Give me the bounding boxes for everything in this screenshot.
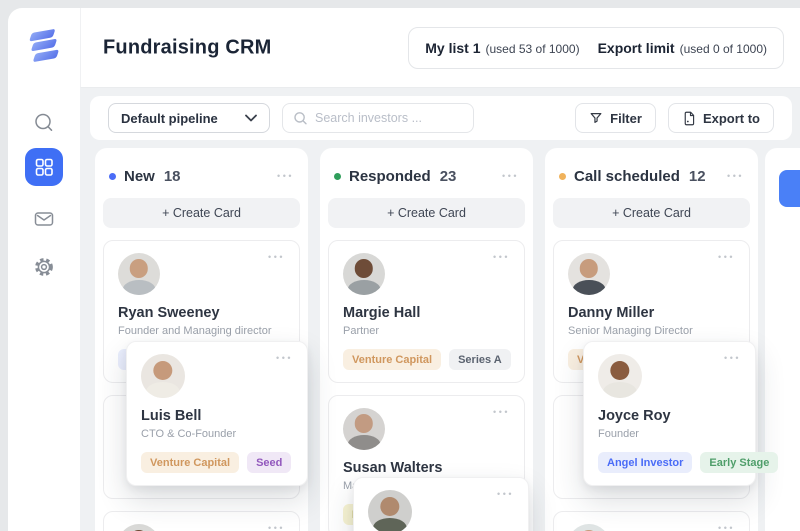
- export-limit-label: Export limit: [597, 39, 675, 56]
- status-dot: [109, 172, 116, 180]
- sidebar-item-mail[interactable]: [25, 200, 63, 238]
- search-box: [282, 103, 474, 133]
- tag: Venture Capital: [343, 349, 442, 370]
- column-label: New: [124, 167, 155, 185]
- card-menu-button[interactable]: •••: [497, 489, 514, 499]
- search-icon: [293, 111, 308, 126]
- search-input[interactable]: [315, 111, 463, 125]
- sidebar-item-board[interactable]: [25, 148, 63, 186]
- tag: Angel Investor: [598, 452, 693, 473]
- avatar: [118, 524, 160, 531]
- sidebar-item-settings[interactable]: [25, 248, 63, 286]
- search-icon: [32, 111, 56, 135]
- filter-label: Filter: [610, 110, 642, 126]
- dragged-card-andre-robinson[interactable]: ••• Andre Robinson: [353, 477, 529, 531]
- toolbar: Default pipeline Filter Export to: [90, 96, 792, 140]
- card-menu-button[interactable]: •••: [268, 252, 285, 262]
- export-limit-usage[interactable]: Export limit (used 0 of 1000): [598, 40, 767, 56]
- export-button[interactable]: Export to: [667, 103, 774, 133]
- export-file-icon: [682, 111, 696, 126]
- next-column-peek: [765, 148, 800, 531]
- investor-title: Founder: [598, 428, 639, 440]
- sidebar-item-search[interactable]: [25, 104, 63, 142]
- tag: Series A: [449, 349, 511, 370]
- tag: Early Stage: [700, 452, 779, 473]
- mail-icon: [32, 207, 56, 231]
- avatar: [141, 354, 185, 398]
- status-dot: [334, 172, 341, 180]
- status-dot: [559, 172, 566, 180]
- avatar: [568, 524, 610, 531]
- create-card-button[interactable]: + Create Card: [103, 198, 300, 228]
- column-header: New 18 •••: [109, 164, 294, 188]
- column-count: 18: [163, 167, 181, 185]
- my-list-usage[interactable]: My list 1 (used 53 of 1000): [425, 40, 579, 56]
- investor-name: Ryan Sweeney: [118, 305, 220, 321]
- investor-title: Partner: [343, 325, 380, 337]
- avatar: [598, 354, 642, 398]
- investor-title: Senior Managing Director: [568, 325, 693, 337]
- my-list-detail: (used 53 of 1000): [485, 41, 580, 56]
- investor-name: Margie Hall: [343, 305, 421, 321]
- filter-button[interactable]: Filter: [575, 103, 656, 133]
- investor-name: Joyce Roy: [598, 408, 671, 424]
- filter-icon: [589, 111, 603, 125]
- my-list-label: My list 1: [425, 39, 481, 56]
- column-count: 23: [439, 167, 457, 185]
- column-label: Call scheduled: [574, 167, 680, 185]
- dragged-card-joyce-roy[interactable]: ••• Joyce Roy Founder Angel Investor Ear…: [583, 341, 779, 486]
- card-menu-button[interactable]: •••: [718, 252, 735, 262]
- gear-icon: [32, 255, 56, 279]
- avatar: [568, 253, 610, 295]
- avatar: [343, 253, 385, 295]
- card-menu-button[interactable]: •••: [493, 407, 510, 417]
- sidebar: [8, 8, 80, 531]
- next-column-peek-block: [779, 170, 800, 207]
- card-menu-button[interactable]: •••: [493, 252, 510, 262]
- column-header: Call scheduled 12 •••: [559, 164, 744, 188]
- investor-name: Danny Miller: [568, 305, 655, 321]
- avatar: [368, 490, 412, 531]
- create-card-button[interactable]: + Create Card: [328, 198, 525, 228]
- card-menu-button[interactable]: •••: [724, 353, 741, 363]
- pipeline-selected-value: Default pipeline: [121, 110, 218, 126]
- tag: Seed: [247, 452, 292, 473]
- grid-icon: [33, 156, 55, 178]
- header: Fundraising CRM My list 1 (used 53 of 10…: [80, 8, 800, 88]
- investor-card[interactable]: ••• Amy Davis: [103, 511, 300, 531]
- card-menu-button[interactable]: •••: [718, 523, 735, 531]
- column-label: Responded: [349, 167, 431, 185]
- export-limit-detail: (used 0 of 1000): [679, 41, 767, 56]
- dragged-card-luis-bell[interactable]: ••• Luis Bell CTO & Co-Founder Venture C…: [126, 341, 308, 486]
- column-header: Responded 23 •••: [334, 164, 519, 188]
- column-menu-button[interactable]: •••: [277, 170, 294, 181]
- column-menu-button[interactable]: •••: [502, 170, 519, 181]
- column-menu-button[interactable]: •••: [727, 170, 744, 181]
- avatar: [343, 408, 385, 450]
- investor-name: Luis Bell: [141, 408, 202, 424]
- card-menu-button[interactable]: •••: [268, 523, 285, 531]
- avatar: [118, 253, 160, 295]
- investor-name: Susan Walters: [343, 460, 443, 476]
- page-title: Fundraising CRM: [103, 36, 272, 58]
- investor-card[interactable]: ••• Margie Hall Partner Venture Capital …: [328, 240, 525, 383]
- tag: Venture Capital: [141, 452, 240, 473]
- app-logo-icon: [28, 26, 60, 64]
- chevron-down-icon: [245, 114, 257, 122]
- card-menu-button[interactable]: •••: [276, 353, 293, 363]
- usage-summary: My list 1 (used 53 of 1000) Export limit…: [408, 26, 784, 69]
- column-responded: Responded 23 ••• + Create Card ••• Margi…: [320, 148, 533, 531]
- pipeline-select[interactable]: Default pipeline: [108, 103, 270, 133]
- investor-title: CTO & Co-Founder: [141, 428, 237, 440]
- export-label: Export to: [702, 110, 760, 126]
- investor-card[interactable]: ••• Andre Robinson: [553, 511, 750, 531]
- create-card-button[interactable]: + Create Card: [553, 198, 750, 228]
- investor-title: Founder and Managing director: [118, 325, 272, 337]
- column-count: 12: [688, 167, 706, 185]
